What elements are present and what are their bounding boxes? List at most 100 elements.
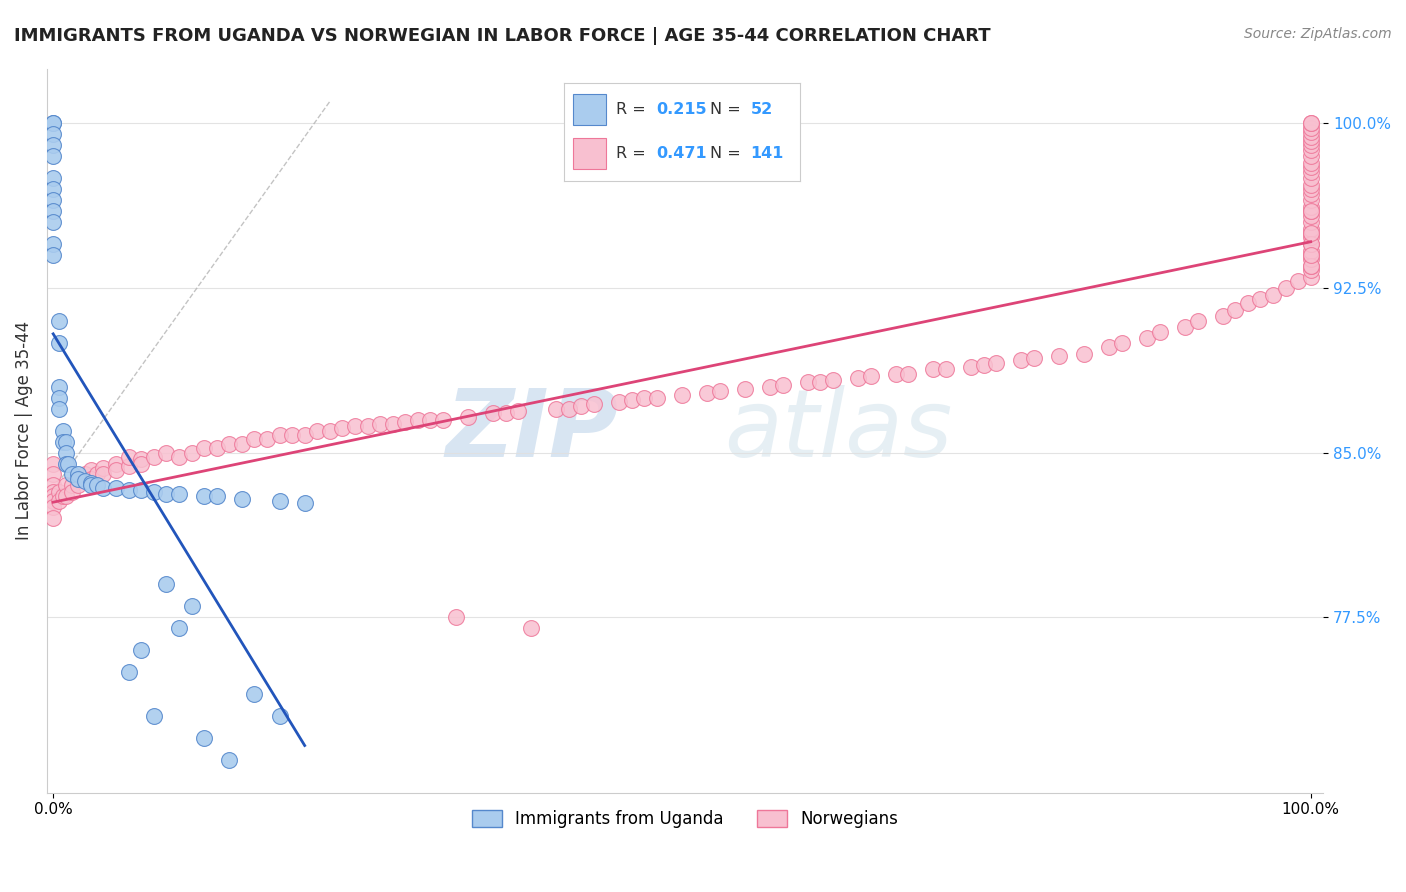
Point [1299, 156, 1322, 170]
Point [117, 458, 139, 473]
Point [42, 457, 65, 471]
Point [935, 362, 957, 376]
Point [80, 472, 103, 486]
Point [55, 434, 77, 449]
Point [269, 428, 291, 442]
Point [167, 621, 190, 635]
Point [1136, 331, 1159, 345]
Point [86, 478, 108, 492]
Point [294, 428, 316, 442]
Point [582, 397, 605, 411]
Point [48, 335, 70, 350]
Point [1299, 134, 1322, 148]
Point [986, 355, 1008, 369]
Point [645, 391, 668, 405]
Point [42, 237, 65, 252]
Point [1299, 171, 1322, 186]
Point [93, 461, 115, 475]
Point [105, 481, 128, 495]
Point [117, 450, 139, 464]
Point [307, 424, 329, 438]
Point [394, 415, 416, 429]
Point [1299, 178, 1322, 192]
Point [60, 478, 83, 492]
Point [671, 388, 693, 402]
Point [569, 400, 592, 414]
Point [269, 709, 291, 723]
Point [973, 358, 995, 372]
Point [67, 472, 90, 486]
Point [1299, 143, 1322, 157]
Point [1225, 302, 1247, 317]
Point [294, 496, 316, 510]
Point [633, 391, 655, 405]
Point [142, 450, 165, 464]
Point [381, 417, 404, 431]
Point [1111, 335, 1133, 350]
Point [709, 384, 731, 398]
Point [495, 406, 517, 420]
Point [42, 248, 65, 262]
Point [42, 204, 65, 219]
Point [48, 314, 70, 328]
Point [1299, 270, 1322, 285]
Point [1299, 252, 1322, 267]
Point [52, 434, 75, 449]
Point [1212, 310, 1234, 324]
Point [922, 362, 945, 376]
Point [155, 445, 177, 459]
Point [142, 485, 165, 500]
Point [1299, 186, 1322, 201]
Point [42, 171, 65, 186]
Point [808, 376, 831, 390]
Point [419, 412, 441, 426]
Point [269, 493, 291, 508]
Point [696, 386, 718, 401]
Point [180, 445, 202, 459]
Point [55, 445, 77, 459]
Point [205, 490, 228, 504]
Point [1299, 226, 1322, 240]
Point [821, 373, 844, 387]
Point [1073, 347, 1095, 361]
Point [1187, 314, 1209, 328]
Point [620, 392, 643, 407]
Point [93, 481, 115, 495]
Point [332, 421, 354, 435]
Point [281, 428, 304, 442]
Point [1149, 325, 1171, 339]
Point [80, 463, 103, 477]
Point [42, 128, 65, 142]
Point [48, 380, 70, 394]
Point [60, 467, 83, 482]
Point [1011, 353, 1033, 368]
Point [117, 665, 139, 679]
Point [1022, 351, 1045, 366]
Point [1299, 193, 1322, 207]
Point [256, 433, 278, 447]
Point [734, 382, 756, 396]
Point [1047, 349, 1070, 363]
Point [1261, 287, 1284, 301]
Point [368, 417, 391, 431]
Point [60, 485, 83, 500]
Point [42, 478, 65, 492]
Point [846, 371, 869, 385]
Point [1299, 259, 1322, 273]
Point [193, 490, 215, 504]
Point [1299, 248, 1322, 262]
Point [796, 376, 818, 390]
Point [55, 457, 77, 471]
Point [93, 467, 115, 482]
Point [48, 391, 70, 405]
Point [48, 485, 70, 500]
Point [1299, 204, 1322, 219]
Point [67, 467, 90, 482]
Point [193, 731, 215, 745]
Point [1098, 340, 1121, 354]
Point [1299, 244, 1322, 258]
Point [129, 457, 152, 471]
Point [55, 478, 77, 492]
Point [86, 467, 108, 482]
Point [1237, 296, 1260, 310]
